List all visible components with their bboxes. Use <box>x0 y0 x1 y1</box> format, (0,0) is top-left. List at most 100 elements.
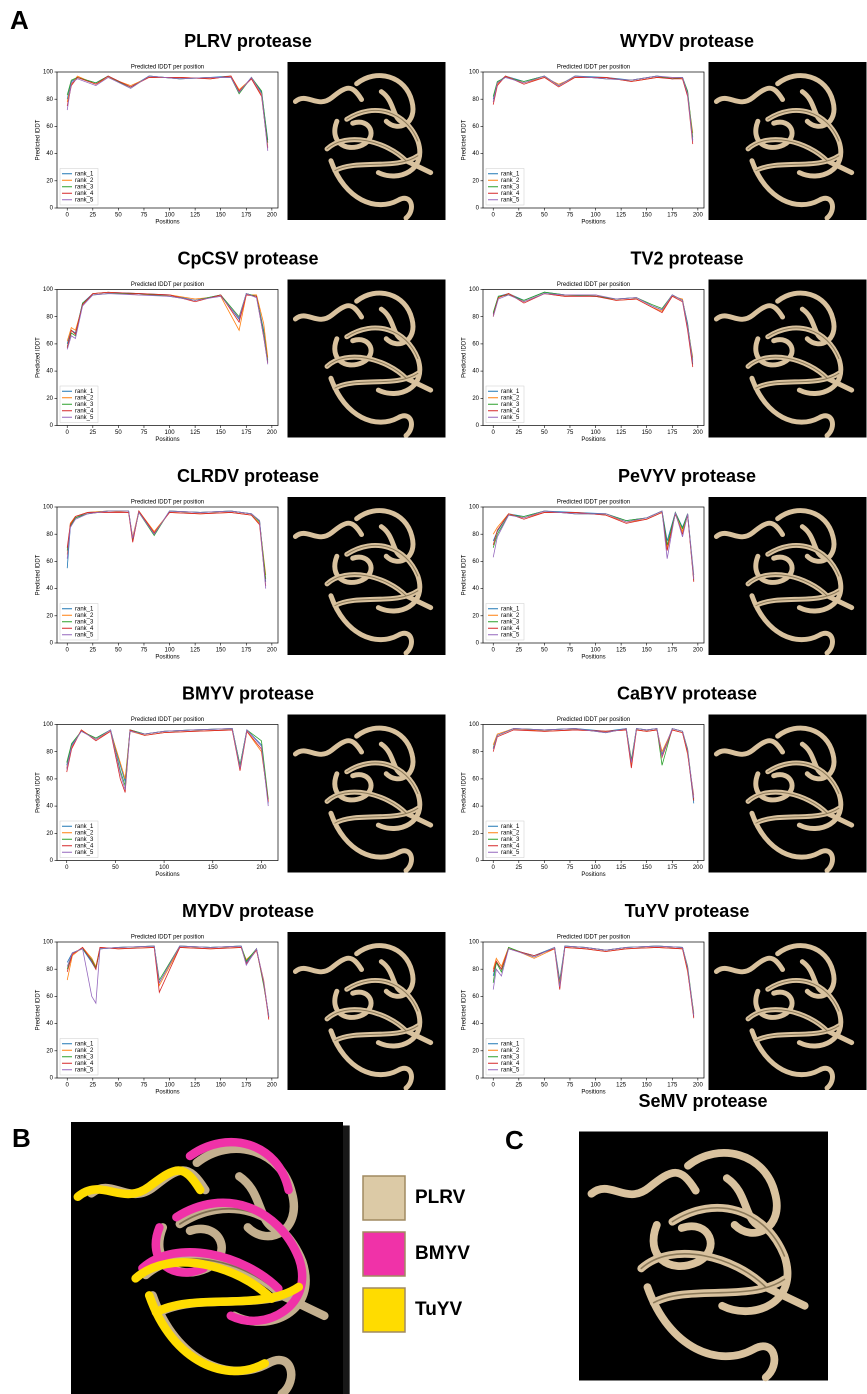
series-line <box>493 946 694 1015</box>
y-tick-label: 40 <box>472 151 479 157</box>
y-tick-label: 100 <box>43 70 54 76</box>
legend-label: rank_1 <box>75 1041 94 1047</box>
legend-label: rank_5 <box>75 1067 94 1073</box>
series-line <box>493 294 693 362</box>
legend-label: rank_2 <box>75 1048 94 1054</box>
x-tick-label: 150 <box>216 213 227 219</box>
x-tick-label: 150 <box>642 865 653 871</box>
x-tick-label: 175 <box>241 430 252 436</box>
figure: A B C SeMV protease PLRV proteasePredict… <box>0 0 867 1394</box>
y-tick-label: 60 <box>472 341 479 347</box>
x-tick-label: 25 <box>515 1083 522 1089</box>
y-tick-label: 0 <box>476 858 480 864</box>
x-tick-label: 50 <box>115 213 122 219</box>
legend-label: rank_2 <box>501 395 520 401</box>
series-line <box>493 729 694 800</box>
series-line <box>493 76 693 133</box>
chart-title: Predicted lDDT per position <box>131 500 204 506</box>
legend-label: rank_4 <box>75 408 94 414</box>
x-tick-label: 200 <box>693 865 704 871</box>
legend-label: rank_1 <box>501 606 520 612</box>
x-tick-label: 150 <box>642 213 653 219</box>
y-axis-label: Predicted lDDT <box>36 337 42 378</box>
x-tick-label: 200 <box>267 430 278 436</box>
x-axis-label: Positions <box>155 655 179 661</box>
structure-overlay <box>71 1122 350 1394</box>
x-tick-label: 125 <box>190 213 201 219</box>
x-tick-label: 50 <box>112 865 119 871</box>
structure-image <box>288 932 446 1090</box>
chart-title: Predicted lDDT per position <box>557 935 630 941</box>
x-tick-label: 100 <box>591 430 602 436</box>
y-tick-label: 100 <box>469 722 480 728</box>
structure-image <box>709 280 867 438</box>
y-tick-label: 60 <box>46 776 53 782</box>
legend-label: rank_1 <box>501 1041 520 1047</box>
series-line <box>67 730 269 802</box>
y-tick-label: 20 <box>472 613 479 619</box>
structure-image <box>288 62 446 220</box>
x-tick-label: 200 <box>693 648 704 654</box>
legend-label: rank_1 <box>501 171 520 177</box>
legend-swatch <box>363 1232 405 1276</box>
y-tick-label: 100 <box>469 940 480 946</box>
y-tick-label: 80 <box>46 967 53 973</box>
x-axis-label: Positions <box>155 872 179 878</box>
series-line <box>493 76 693 141</box>
x-tick-label: 150 <box>642 648 653 654</box>
x-tick-label: 0 <box>65 865 69 871</box>
series-line <box>67 292 268 357</box>
legend-label: rank_1 <box>501 389 520 395</box>
x-tick-label: 25 <box>89 1083 96 1089</box>
legend-label: rank_3 <box>75 184 94 190</box>
panel-title: CpCSV protease <box>177 248 318 268</box>
legend-label: BMYV <box>415 1243 470 1264</box>
x-tick-label: 75 <box>567 648 574 654</box>
series-line <box>493 294 693 358</box>
x-tick-label: 25 <box>89 648 96 654</box>
x-tick-label: 175 <box>667 430 678 436</box>
y-tick-label: 20 <box>46 178 53 184</box>
x-tick-label: 0 <box>66 648 70 654</box>
y-tick-label: 60 <box>472 994 479 1000</box>
legend-label: rank_4 <box>75 626 94 632</box>
legend-label: rank_4 <box>75 843 94 849</box>
x-tick-label: 50 <box>541 213 548 219</box>
x-tick-label: 75 <box>567 1083 574 1089</box>
y-tick-label: 100 <box>43 940 54 946</box>
x-tick-label: 25 <box>89 213 96 219</box>
y-tick-label: 40 <box>46 369 53 375</box>
series-line <box>493 729 694 796</box>
x-tick-label: 200 <box>267 648 278 654</box>
legend-label: rank_4 <box>501 408 520 414</box>
series-line <box>493 294 693 367</box>
y-axis-label: Predicted lDDT <box>36 772 42 813</box>
legend-label: rank_1 <box>501 824 520 830</box>
panel-title: CLRDV protease <box>177 466 319 486</box>
y-tick-label: 80 <box>46 532 53 538</box>
y-tick-label: 40 <box>46 804 53 810</box>
x-tick-label: 125 <box>616 213 627 219</box>
y-tick-label: 60 <box>472 124 479 130</box>
x-tick-label: 200 <box>693 430 704 436</box>
x-tick-label: 25 <box>89 430 96 436</box>
y-tick-label: 60 <box>472 776 479 782</box>
x-tick-label: 150 <box>642 1083 653 1089</box>
series-line <box>67 511 265 579</box>
legend-label: rank_2 <box>501 613 520 619</box>
y-tick-label: 80 <box>472 967 479 973</box>
x-tick-label: 75 <box>567 430 574 436</box>
x-tick-label: 100 <box>591 865 602 871</box>
legend-label: rank_5 <box>501 197 520 203</box>
series-line <box>67 511 265 586</box>
legend-label: rank_5 <box>501 850 520 856</box>
x-tick-label: 25 <box>515 213 522 219</box>
legend-label: rank_2 <box>501 830 520 836</box>
y-tick-label: 100 <box>43 722 54 728</box>
x-tick-label: 0 <box>66 430 70 436</box>
x-tick-label: 75 <box>141 648 148 654</box>
legend-label: rank_3 <box>75 619 94 625</box>
x-tick-label: 175 <box>241 1083 252 1089</box>
x-tick-label: 25 <box>515 648 522 654</box>
x-tick-label: 125 <box>616 865 627 871</box>
